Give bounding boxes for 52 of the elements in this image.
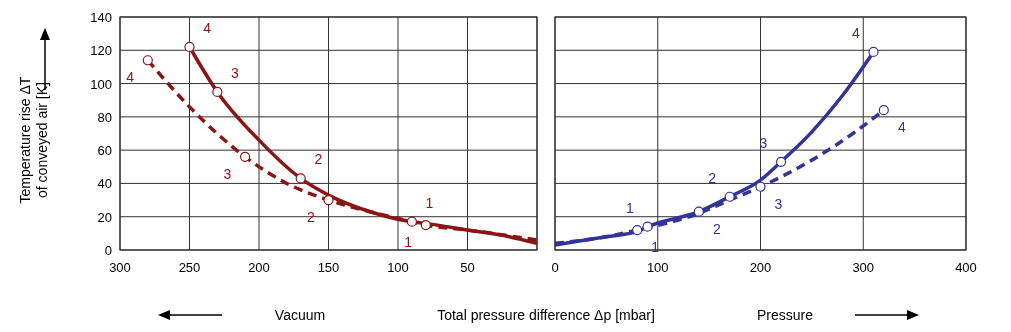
x-tick-label: 100 [646, 260, 669, 275]
point [420, 219, 431, 231]
annotation: 2 [712, 220, 721, 237]
point [212, 86, 223, 97]
point [184, 41, 195, 53]
point [406, 216, 417, 227]
y-tick-label: 120 [90, 43, 112, 59]
y-axis-title: Temperature rise ΔT of conveyed air [K] [17, 76, 50, 204]
y-tick-label: 80 [97, 109, 112, 125]
point [295, 173, 306, 184]
x-axis-title: Total pressure difference Δp [mbar] [437, 307, 655, 323]
point [142, 55, 153, 66]
x-tick-label: 200 [749, 260, 772, 275]
x-tick-label: 300 [109, 260, 131, 275]
y-tick-label: 60 [97, 143, 112, 159]
x-tick-label: 150 [317, 260, 340, 275]
annotation: 4 [897, 119, 906, 136]
annotation: 2 [314, 151, 323, 168]
point [632, 224, 643, 236]
point [775, 156, 787, 167]
annotation: 3 [231, 64, 239, 81]
annotation: 2 [708, 169, 717, 186]
y-tick-label: 0 [104, 243, 112, 258]
x-tick-label: 100 [387, 260, 409, 275]
x-tick-label: 200 [248, 260, 270, 275]
annotation: 3 [774, 195, 783, 212]
point [878, 105, 889, 116]
y-tick-label: 140 [90, 10, 112, 25]
x-tick-label: 300 [852, 260, 875, 275]
x-tick-label: 0 [551, 260, 559, 275]
annotation: 4 [203, 19, 212, 36]
y-tick-label: 40 [97, 176, 112, 192]
annotation: 1 [625, 199, 634, 216]
annotation: 3 [223, 165, 232, 182]
point [868, 46, 879, 58]
annotation: 1 [404, 234, 413, 251]
point [642, 221, 653, 232]
point [240, 151, 251, 162]
point [724, 191, 735, 202]
text: Pressure [756, 307, 814, 323]
point [323, 194, 334, 206]
annotation: 4 [852, 24, 861, 41]
x-tick-label: 400 [955, 260, 977, 275]
y-tick-label: 100 [90, 76, 112, 92]
annotation: 1 [425, 194, 434, 211]
annotation: 4 [126, 69, 135, 86]
point [693, 206, 704, 217]
y-tick-label: 20 [97, 209, 112, 225]
x-tick-label: 250 [178, 260, 201, 275]
point [755, 181, 766, 192]
text: Vacuum [274, 307, 326, 323]
x-tick-label: 50 [460, 260, 475, 275]
